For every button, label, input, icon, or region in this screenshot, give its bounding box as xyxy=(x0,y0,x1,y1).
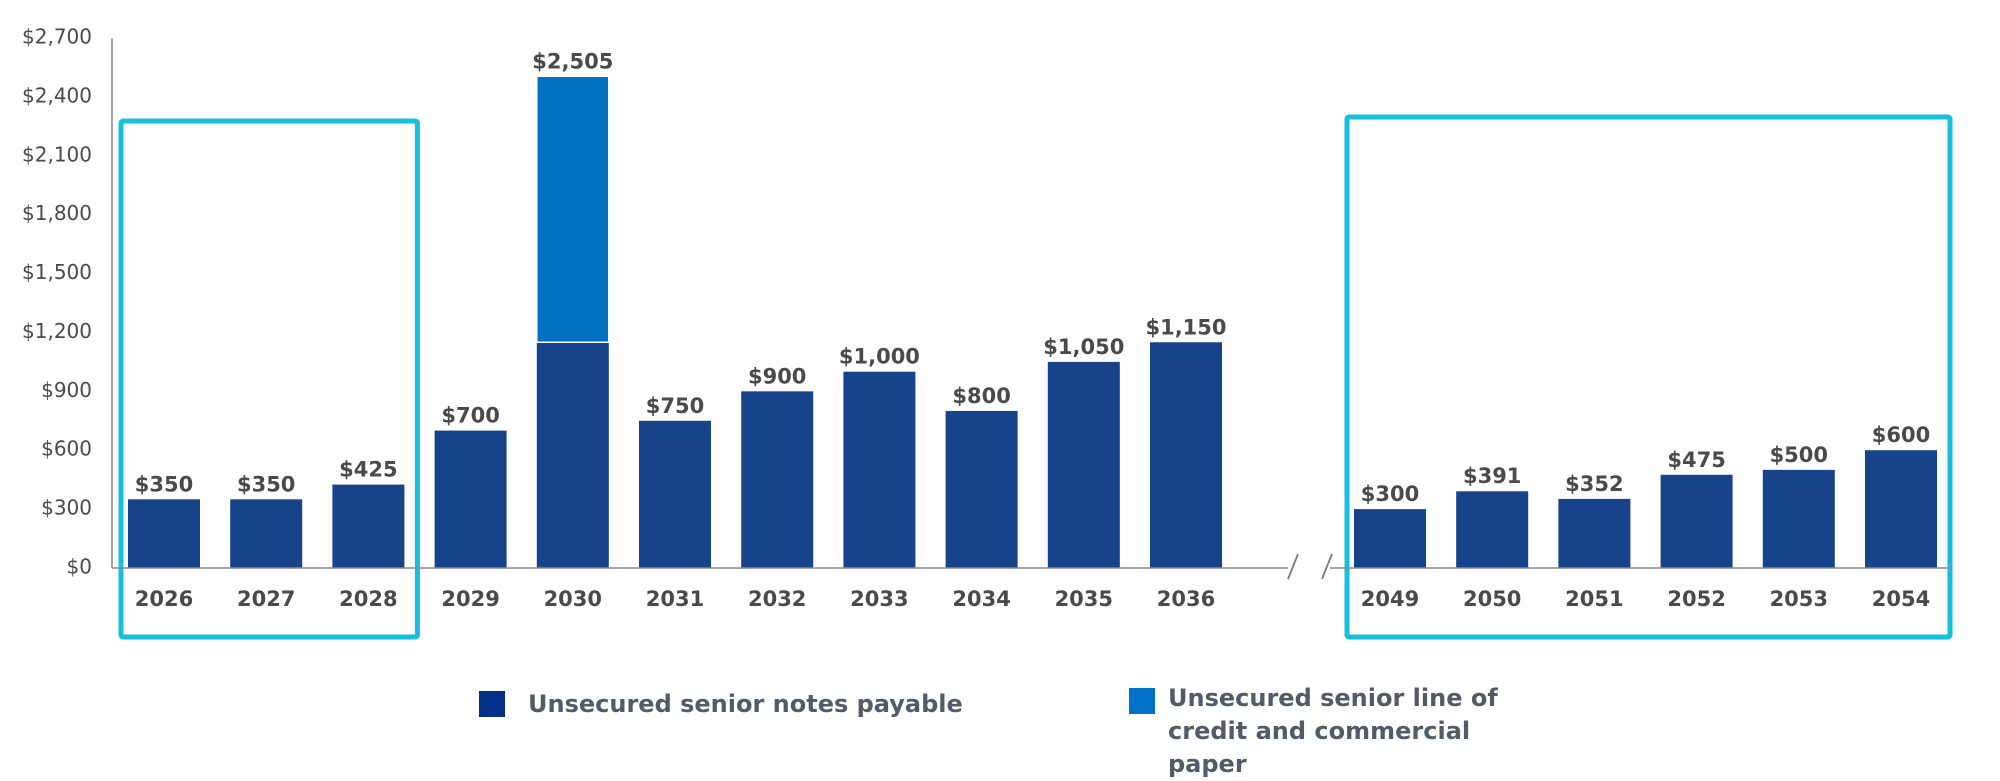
data-label-2027: $350 xyxy=(237,472,295,496)
x-tick-label-2052: 2052 xyxy=(1667,587,1725,611)
highlight-box-2 xyxy=(1344,114,1953,640)
x-tick-label-2033: 2033 xyxy=(850,587,908,611)
data-label-2049: $300 xyxy=(1361,482,1419,506)
x-tick-label-2050: 2050 xyxy=(1463,587,1521,611)
y-tick-label: $900 xyxy=(41,378,92,402)
y-tick-label: $1,800 xyxy=(22,201,92,225)
data-label-2033: $1,000 xyxy=(839,345,920,369)
bar-unsecured-senior-notes-payable-2051 xyxy=(1558,498,1631,568)
data-label-2050: $391 xyxy=(1463,464,1521,488)
highlight-layer xyxy=(118,114,1953,640)
data-label-2034: $800 xyxy=(952,384,1010,408)
data-label-2031: $750 xyxy=(646,394,704,418)
x-tick-label-2051: 2051 xyxy=(1565,587,1623,611)
data-label-2035: $1,050 xyxy=(1043,335,1124,359)
x-tick-label-2036: 2036 xyxy=(1157,587,1215,611)
x-tick-label-2053: 2053 xyxy=(1770,587,1828,611)
x-tick-label-2030: 2030 xyxy=(544,587,602,611)
y-tick-label: $1,200 xyxy=(22,319,92,343)
data-labels: $350 $350 $425 $700 $2,505 $750 $900 $1,000 $800… xyxy=(135,49,1930,506)
data-label-2051: $352 xyxy=(1565,472,1623,496)
bar-unsecured-senior-notes-payable-2027 xyxy=(230,499,303,568)
bar-unsecured-senior-notes-payable-2054 xyxy=(1865,450,1937,568)
x-tick-label-2032: 2032 xyxy=(748,587,806,611)
axis-break-mark xyxy=(1287,553,1299,580)
axis-break-mark xyxy=(1321,553,1333,580)
data-label-2029: $700 xyxy=(441,404,499,428)
bar-unsecured-senior-notes-payable-2032 xyxy=(741,391,814,568)
data-label-2036: $1,150 xyxy=(1145,315,1226,339)
y-tick-label: $2,100 xyxy=(22,142,92,166)
bar-unsecured-senior-notes-payable-2034 xyxy=(945,410,1018,568)
bar-unsecured-senior-notes-payable-2053 xyxy=(1762,469,1835,568)
data-label-2030: $2,505 xyxy=(532,49,613,73)
bar-unsecured-senior-notes-payable-2050 xyxy=(1456,491,1529,568)
data-label-2052: $475 xyxy=(1667,448,1725,472)
x-tick-label-2029: 2029 xyxy=(441,587,499,611)
bar-unsecured-senior-notes-payable-2028 xyxy=(332,484,405,568)
bar-unsecured-senior-notes-payable-2033 xyxy=(843,371,916,568)
bar-unsecured-senior-notes-payable-2035 xyxy=(1047,361,1120,568)
bar-unsecured-senior-line-of-credit-and-commercial-paper-2030 xyxy=(536,75,610,344)
x-tick-label-2028: 2028 xyxy=(339,587,397,611)
bar-unsecured-senior-notes-payable-2026 xyxy=(128,499,200,568)
x-tick-label-2034: 2034 xyxy=(952,587,1010,611)
highlight-box-1 xyxy=(118,118,420,640)
data-label-2054: $600 xyxy=(1872,423,1930,447)
data-label-2053: $500 xyxy=(1770,443,1828,467)
y-tick-label: $0 xyxy=(67,555,92,579)
x-axis: 2026 2027 2028 2029 2030 2031 2032 2033 2034 2035… xyxy=(112,553,1952,611)
legend-swatch-senior-notes xyxy=(479,691,505,717)
y-tick-label: $300 xyxy=(41,496,92,520)
x-tick-label-2035: 2035 xyxy=(1055,587,1113,611)
y-tick-label: $2,700 xyxy=(22,25,92,49)
bar-unsecured-senior-notes-payable-2031 xyxy=(639,420,711,568)
bar-unsecured-senior-notes-payable-2036 xyxy=(1150,342,1222,568)
legend-swatch-line-of-credit xyxy=(1129,688,1155,714)
x-tick-label-2026: 2026 xyxy=(135,587,193,611)
debt-maturity-chart: $0 $300 $600 $900 $1,200 $1,500 $1,800 $2,100 $2… xyxy=(22,25,1953,640)
y-tick-label: $1,500 xyxy=(22,260,92,284)
y-tick-label: $2,400 xyxy=(22,83,92,107)
legend-item-senior-notes: Unsecured senior notes payable xyxy=(479,688,963,721)
x-tick-label-2054: 2054 xyxy=(1872,587,1930,611)
x-tick-label-2027: 2027 xyxy=(237,587,295,611)
x-tick-label-2031: 2031 xyxy=(646,587,704,611)
legend-item-line-of-credit: Unsecured senior line of credit and comm… xyxy=(1129,682,1498,781)
data-label-2026: $350 xyxy=(135,472,193,496)
data-label-2028: $425 xyxy=(339,458,397,482)
x-tick-label-2049: 2049 xyxy=(1361,587,1419,611)
y-tick-label: $600 xyxy=(41,437,92,461)
bar-unsecured-senior-notes-payable-2030 xyxy=(536,342,609,568)
legend-label-line-of-credit: Unsecured senior line of credit and comm… xyxy=(1168,684,1498,778)
y-axis: $0 $300 $600 $900 $1,200 $1,500 $1,800 $2,100 $2… xyxy=(22,25,113,579)
bar-unsecured-senior-notes-payable-2052 xyxy=(1660,474,1733,568)
legend-label-senior-notes: Unsecured senior notes payable xyxy=(528,690,963,718)
bars xyxy=(128,75,1937,568)
data-label-2032: $900 xyxy=(748,364,806,388)
bar-unsecured-senior-notes-payable-2029 xyxy=(434,430,507,568)
bar-unsecured-senior-notes-payable-2049 xyxy=(1354,509,1426,568)
